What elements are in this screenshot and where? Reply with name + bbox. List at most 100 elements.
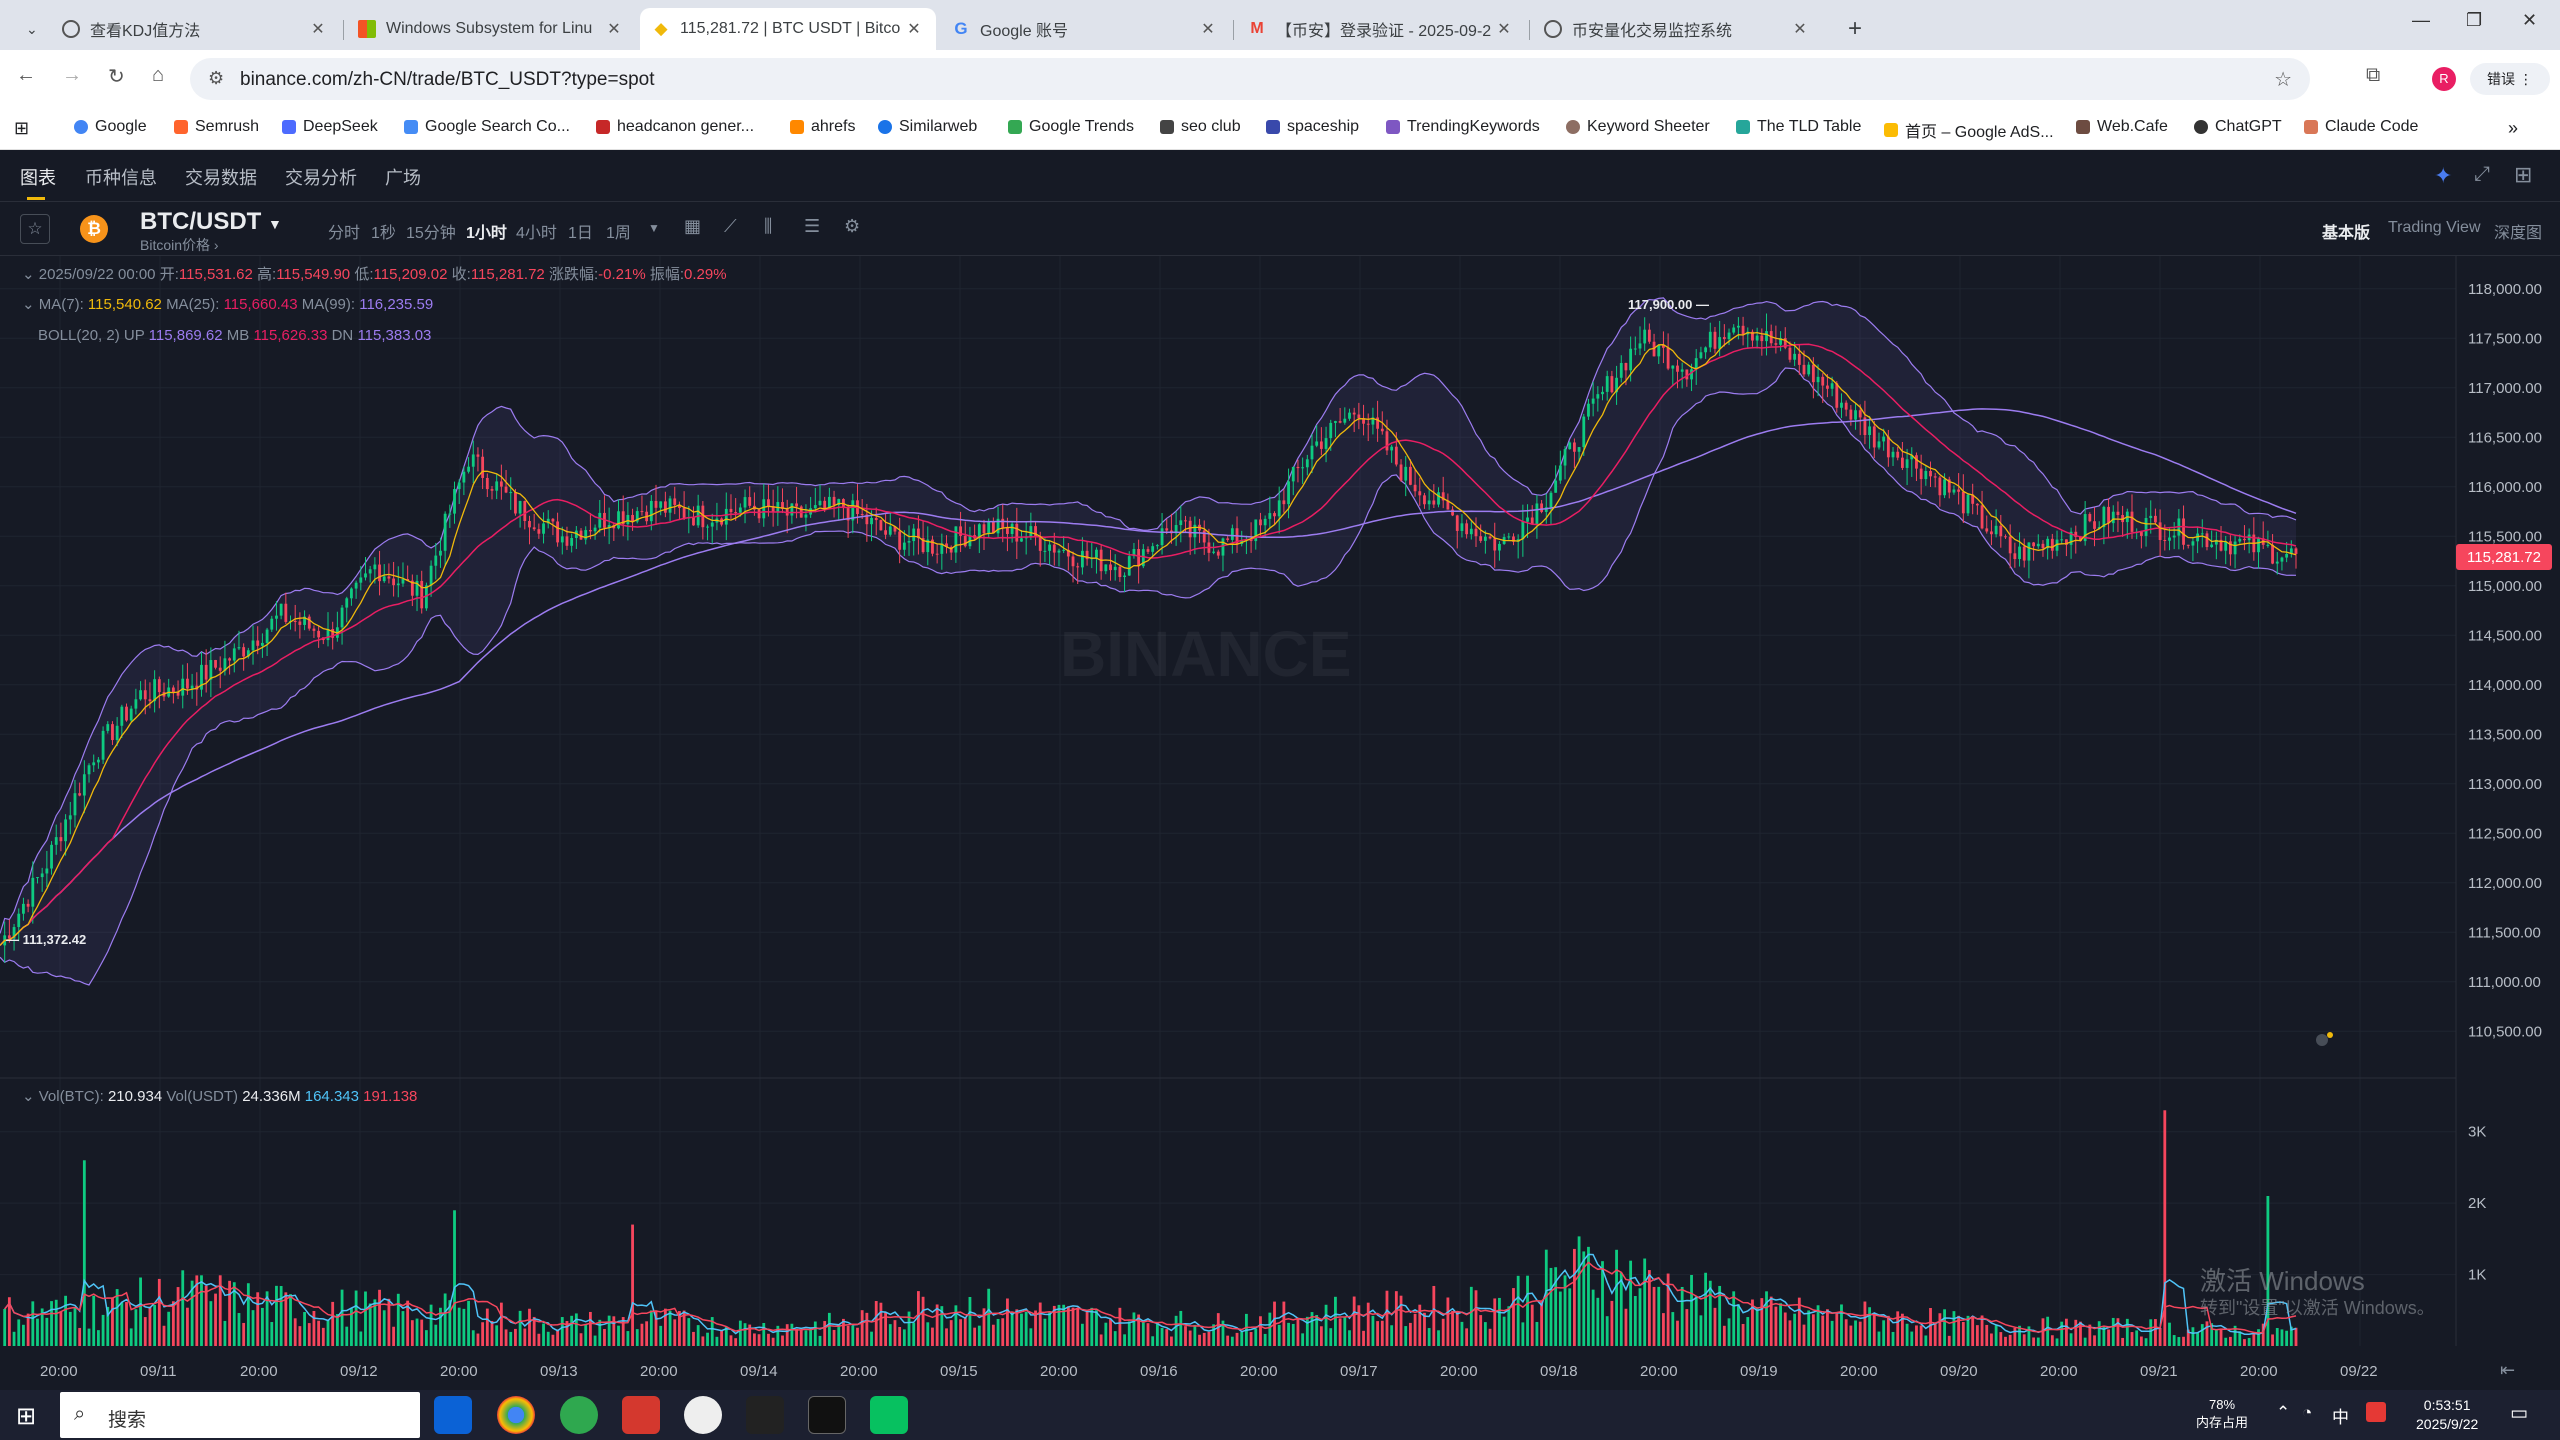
close-icon[interactable]: ✕ <box>1497 21 1511 38</box>
sogou-icon[interactable] <box>2366 1402 2386 1422</box>
app-icon-dark[interactable] <box>746 1396 784 1434</box>
chart-area[interactable]: BINANCE 118,000.00 117,500.00 117,000.00 11… <box>0 256 2560 1390</box>
reload-icon[interactable]: ↻ <box>108 66 125 88</box>
bookmark-item[interactable]: Google <box>74 118 147 136</box>
view-depth[interactable]: 深度图 <box>2494 225 2543 242</box>
bookmark-item[interactable]: 首页 – Google AdS... <box>1884 118 2054 142</box>
back-arrow-icon[interactable]: ← <box>16 64 36 86</box>
tab-0[interactable]: 查看KDJ值方法 ✕ <box>50 8 340 50</box>
profile-error-button[interactable]: 错误 ⋮ <box>2470 63 2550 95</box>
tab-4[interactable]: M 【币安】登录验证 - 2025-09-2 ✕ <box>1236 8 1526 50</box>
url-text[interactable]: binance.com/zh-CN/trade/BTC_USDT?type=sp… <box>240 69 655 90</box>
chrome-icon[interactable] <box>497 1396 535 1434</box>
bookmark-star-icon[interactable]: ☆ <box>2274 69 2292 91</box>
taskbar-search[interactable]: ⌕ 搜索 <box>60 1392 420 1438</box>
bookmark-item[interactable]: Similarweb <box>878 118 977 136</box>
apps-grid-icon[interactable]: ⊞ <box>14 118 30 138</box>
forward-arrow-icon[interactable]: → <box>62 64 82 86</box>
collapse-icon[interactable]: ⌄ <box>22 266 35 283</box>
omnibox[interactable]: ⚙ binance.com/zh-CN/trade/BTC_USDT?type=… <box>190 58 2310 100</box>
bookmark-item[interactable]: Semrush <box>174 118 259 136</box>
interval-15m[interactable]: 15分钟 <box>406 225 456 242</box>
close-window-icon[interactable]: ✕ <box>2522 10 2538 30</box>
interval-1h[interactable]: 1小时 <box>466 225 507 242</box>
interval-4h[interactable]: 4小时 <box>516 225 557 242</box>
site-info-icon[interactable]: ⚙ <box>208 68 225 88</box>
alert-icon[interactable] <box>2316 1034 2328 1046</box>
expand-icon[interactable]: ⤢ <box>2474 163 2490 185</box>
interval-1s[interactable]: 1秒 <box>371 225 396 242</box>
favorite-star-icon[interactable]: ☆ <box>20 214 50 244</box>
tab-chart[interactable]: 图表 <box>20 168 56 188</box>
bookmark-item[interactable]: ahrefs <box>790 118 855 136</box>
close-icon[interactable]: ✕ <box>907 21 921 38</box>
bookmark-item[interactable]: seo club <box>1160 118 1241 136</box>
maximize-icon[interactable]: ❐ <box>2466 10 2483 30</box>
bookmark-item[interactable]: Web.Cafe <box>2076 118 2168 136</box>
home-icon[interactable]: ⌂ <box>152 64 165 86</box>
interval-1w[interactable]: 1周 <box>606 225 631 242</box>
interval-time[interactable]: 分时 <box>328 225 361 242</box>
view-basic[interactable]: 基本版 <box>2322 225 2371 242</box>
clock[interactable]: 0:53:51 2025/9/22 <box>2416 1397 2479 1432</box>
candle-type-icon[interactable]: ⫼ <box>764 216 773 236</box>
bookmark-item[interactable]: headcanon gener... <box>596 118 754 136</box>
interval-more-icon[interactable]: ▼ <box>648 221 660 235</box>
wps-icon[interactable] <box>622 1396 660 1434</box>
collapse-icon[interactable]: ⌄ <box>22 1088 35 1105</box>
pair-selector[interactable]: BTC/USDT ▼ <box>140 208 282 235</box>
bookmark-item[interactable]: DeepSeek <box>282 118 378 136</box>
tab-2[interactable]: ◆ 115,281.72 | BTC USDT | Bitco ✕ <box>640 8 936 50</box>
bookmark-item[interactable]: ChatGPT <box>2194 118 2282 136</box>
tab-list-button[interactable]: ⌄ <box>14 8 50 50</box>
chevron-up-icon[interactable]: ⌃ <box>2276 1403 2291 1422</box>
minimize-icon[interactable]: — <box>2412 10 2430 30</box>
bookmark-item[interactable]: Google Trends <box>1008 118 1134 136</box>
calendar-icon[interactable]: ▦ <box>684 216 702 236</box>
close-icon[interactable]: ✕ <box>1201 21 1215 38</box>
browser-app-icon[interactable] <box>560 1396 598 1434</box>
bookmark-item[interactable]: Google Search Co... <box>404 118 570 136</box>
bookmark-item[interactable]: TrendingKeywords <box>1386 118 1540 136</box>
tab-trading-data[interactable]: 交易数据 <box>185 168 257 188</box>
close-icon[interactable]: ✕ <box>311 21 325 38</box>
collapse-icon[interactable]: ⌄ <box>22 296 35 313</box>
wechat-icon[interactable] <box>870 1396 908 1434</box>
tab-coin-info[interactable]: 币种信息 <box>85 168 157 188</box>
profile-avatar[interactable]: R <box>2432 67 2456 91</box>
tab-trading-analysis[interactable]: 交易分析 <box>285 168 357 188</box>
bookmark-item[interactable]: spaceship <box>1266 118 1359 136</box>
price-tick-label: 113,000.00 <box>2468 776 2542 793</box>
close-icon[interactable]: ✕ <box>607 21 621 38</box>
tab-square[interactable]: 广场 <box>385 168 421 188</box>
pair-subtitle[interactable]: Bitcoin价格 › <box>140 237 219 253</box>
wifi-icon[interactable]: ◔ <box>2302 1403 2313 1422</box>
scroll-end-icon[interactable]: ⇤ <box>2500 1360 2515 1380</box>
interval-1d[interactable]: 1日 <box>568 225 593 242</box>
indicator-icon[interactable]: ⟋ <box>724 216 737 236</box>
tab-1[interactable]: Windows Subsystem for Linu ✕ <box>346 8 636 50</box>
extensions-icon[interactable]: ⧉ <box>2366 64 2381 86</box>
layout-grid-icon[interactable]: ⊞ <box>2514 162 2533 187</box>
ime-indicator[interactable]: 中 <box>2332 1408 2349 1427</box>
qq-icon[interactable] <box>684 1396 722 1434</box>
bookmark-item[interactable]: The TLD Table <box>1736 118 1861 136</box>
memory-indicator[interactable]: 78% 内存占用 <box>2196 1397 2249 1430</box>
windows-start-icon[interactable]: ⊞ <box>16 1403 37 1430</box>
settings-lines-icon[interactable]: ☰ <box>804 216 821 236</box>
tab-5[interactable]: 币安量化交易监控系统 ✕ <box>1532 8 1822 50</box>
ai-sparkle-icon[interactable]: ✦ <box>2434 163 2453 188</box>
notification-icon[interactable]: ▭ <box>2510 1403 2528 1424</box>
tab-3[interactable]: G Google 账号 ✕ <box>940 8 1230 50</box>
bookmark-item[interactable]: Keyword Sheeter <box>1566 118 1710 136</box>
new-tab-button[interactable]: + <box>1836 8 1868 50</box>
more-bookmarks-icon[interactable]: » <box>2508 118 2519 138</box>
terminal-icon[interactable] <box>808 1396 846 1434</box>
app-icon-vpn[interactable] <box>434 1396 472 1434</box>
candlestick-chart[interactable]: BINANCE 118,000.00117,500.00117,000.0011… <box>0 256 2560 1390</box>
volume-bar <box>963 1317 967 1346</box>
view-tradingview[interactable]: Trading View <box>2388 219 2481 236</box>
close-icon[interactable]: ✕ <box>1793 21 1807 38</box>
bookmark-item[interactable]: Claude Code <box>2304 118 2418 136</box>
gear-icon[interactable]: ⚙ <box>844 216 861 236</box>
